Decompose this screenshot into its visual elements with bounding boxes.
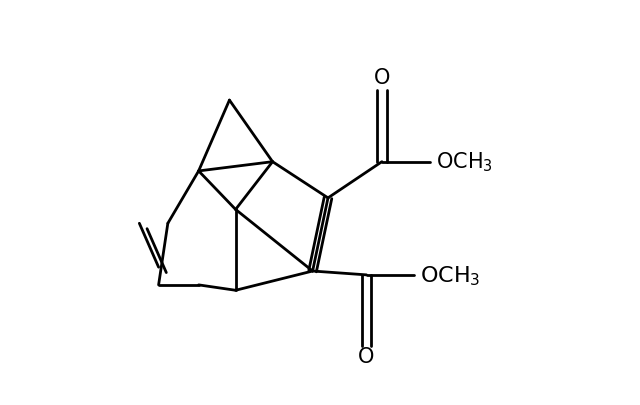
Text: OCH$_3$: OCH$_3$ — [436, 151, 493, 174]
Text: O: O — [374, 68, 390, 88]
Text: O: O — [358, 346, 374, 366]
Text: OCH$_3$: OCH$_3$ — [420, 263, 481, 287]
